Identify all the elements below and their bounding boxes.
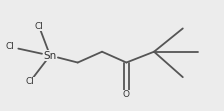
- Text: Cl: Cl: [34, 22, 43, 31]
- Text: Cl: Cl: [6, 42, 15, 51]
- Text: Cl: Cl: [26, 77, 34, 86]
- Text: Sn: Sn: [43, 51, 57, 60]
- Text: O: O: [123, 90, 130, 99]
